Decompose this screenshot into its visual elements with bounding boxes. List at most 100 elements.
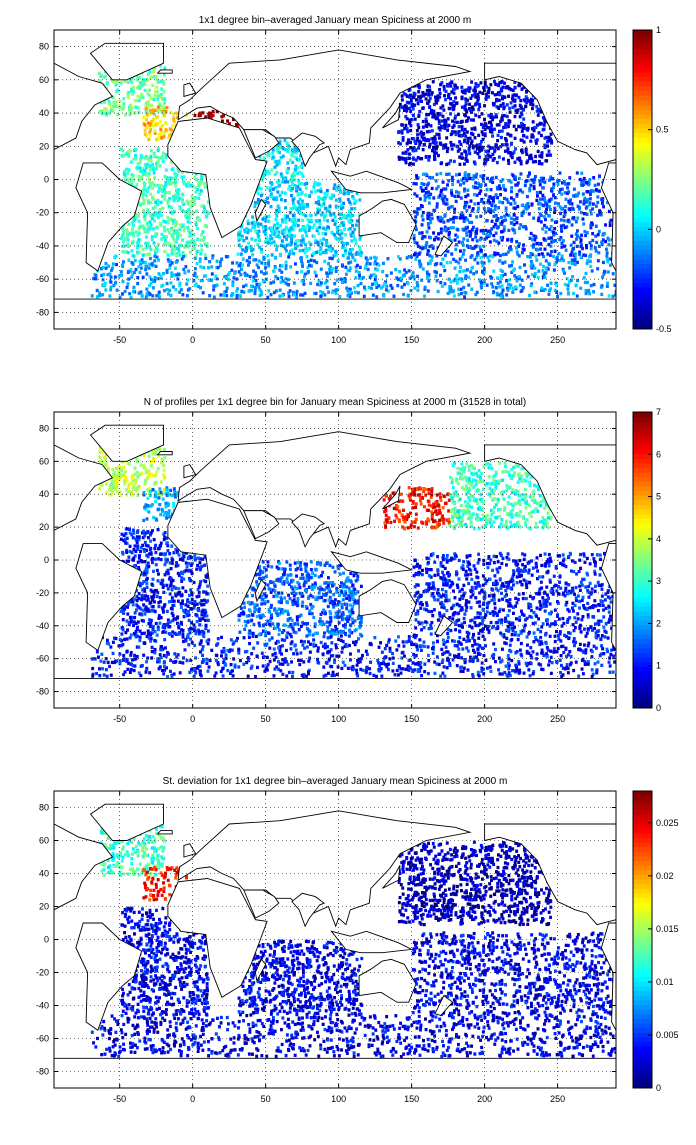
data-cell [536,138,539,141]
data-cell [123,172,126,175]
data-cell [455,243,458,246]
data-cell [479,175,482,178]
data-cell [533,267,536,270]
data-cell [182,193,185,196]
data-cell [291,175,294,178]
data-cell [109,272,112,275]
data-cell [491,255,494,258]
data-cell [122,280,125,283]
data-cell [442,115,445,118]
data-cell [422,126,425,129]
data-cell [377,284,380,287]
data-cell [435,271,438,274]
data-cell [572,292,575,295]
data-cell [505,207,508,210]
data-cell [470,199,473,202]
data-cell [138,220,141,223]
data-cell [313,181,316,184]
data-cell [139,244,142,247]
data-cell [250,284,253,287]
data-cell [465,120,468,123]
data-cell [157,160,160,163]
data-cell [466,189,469,192]
data-cell [177,247,180,250]
data-cell [469,270,472,273]
data-cell [456,145,459,148]
data-cell [544,248,547,251]
data-cell [288,232,291,235]
data-cell [103,101,106,104]
data-cell [460,143,463,146]
data-cell [148,455,151,458]
data-cell [507,162,510,165]
data-cell [115,263,118,266]
data-cell [527,127,530,130]
data-cell [173,248,176,251]
data-cell [598,230,601,233]
data-cell [153,176,156,179]
data-cell [349,227,352,230]
data-cell [466,239,469,242]
data-cell [151,217,154,220]
data-cell [413,192,416,195]
data-cell [360,282,363,285]
data-cell [220,258,223,261]
data-cell [586,213,589,216]
data-cell [300,165,303,168]
data-cell [460,196,463,199]
colorbar-swatch [633,282,652,287]
data-cell [520,172,523,175]
data-cell [450,280,453,283]
data-cell [211,272,214,275]
data-cell [152,166,155,169]
data-cell [479,249,482,252]
data-cell [300,243,303,246]
data-cell [244,250,247,253]
data-cell [214,275,217,278]
data-cell [144,89,147,92]
data-cell [513,218,516,221]
data-cell [494,208,497,211]
data-cell [507,95,510,98]
data-cell [542,204,545,207]
data-cell [146,79,149,82]
data-cell [553,263,556,266]
data-cell [481,112,484,115]
data-cell [459,183,462,186]
data-cell [396,284,399,287]
data-cell [148,284,151,287]
data-cell [126,93,129,96]
data-cell [426,183,429,186]
data-cell [407,138,410,141]
data-cell [151,238,154,241]
data-cell [165,156,168,159]
data-cell [251,226,254,229]
data-cell [464,105,467,108]
data-cell [353,207,356,210]
data-cell [146,245,149,248]
data-cell [140,170,143,173]
data-cell [125,168,128,171]
data-cell [470,142,473,145]
data-cell [170,275,173,278]
colorbar-swatch [633,77,652,82]
data-cell [436,279,439,282]
data-cell [522,286,525,289]
data-cell [331,219,334,222]
data-cell [528,187,531,190]
data-cell [108,103,111,106]
data-cell [254,286,257,289]
data-cell [144,230,147,233]
data-cell [310,219,313,222]
data-cell [439,141,442,144]
data-cell [496,139,499,142]
data-cell [469,87,472,90]
data-cell [109,484,112,487]
data-cell [242,285,245,288]
data-cell [162,498,165,501]
data-cell [259,288,262,291]
data-cell [439,83,442,86]
data-cell [444,187,447,190]
data-cell [268,215,271,218]
